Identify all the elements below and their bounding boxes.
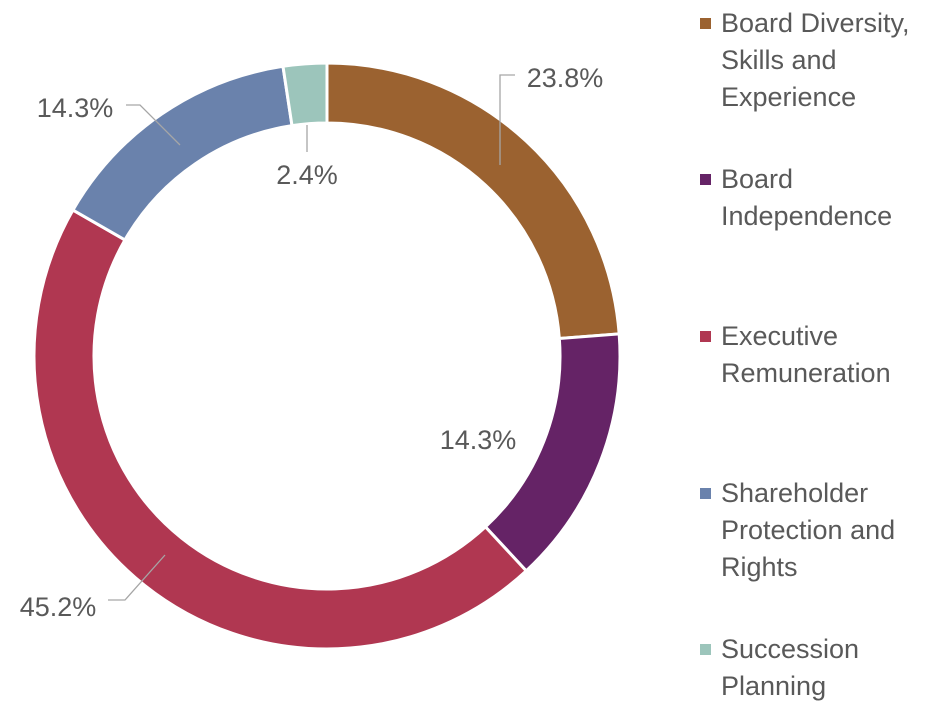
legend-swatch [700, 18, 711, 29]
data-label: 14.3% [37, 93, 114, 123]
data-label: 2.4% [276, 160, 338, 190]
legend-swatch [700, 174, 711, 185]
legend-item: Board Diversity, Skills and Experience [700, 5, 947, 116]
data-label: 14.3% [440, 425, 517, 455]
leader-line [126, 104, 181, 146]
data-label: 45.2% [20, 592, 97, 622]
legend-label: Board Independence [721, 164, 893, 231]
legend-swatch [700, 331, 711, 342]
legend-label: Succession Planning [721, 634, 860, 701]
leader-line [108, 554, 166, 601]
donut-segment [32, 207, 529, 651]
data-label: 23.8% [527, 63, 604, 93]
chart: 23.8% 14.3% 45.2% 14.3% 2.4% [20, 61, 622, 651]
legend-label: Shareholder Protection and Rights [721, 478, 896, 582]
legend-item: Succession Planning [700, 631, 947, 705]
legend-swatch [700, 488, 711, 499]
donut-segment [281, 61, 329, 128]
legend-label: Board Diversity, Skills and Experience [721, 8, 910, 112]
legend-item: Board Independence [700, 161, 947, 235]
legend-item: Shareholder Protection and Rights [700, 475, 947, 586]
leader-line [499, 74, 515, 165]
legend-label: Executive Remuneration [721, 321, 891, 388]
legend-item: Executive Remuneration [700, 318, 947, 392]
donut-segment [325, 61, 621, 341]
legend-swatch [700, 644, 711, 655]
